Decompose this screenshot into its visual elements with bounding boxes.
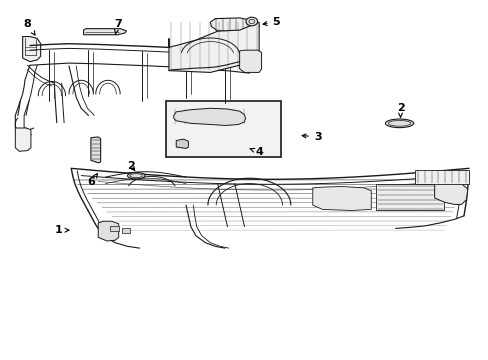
- Bar: [110, 226, 119, 231]
- Bar: [122, 228, 130, 233]
- Text: 5: 5: [263, 17, 280, 27]
- Text: 3: 3: [302, 132, 321, 142]
- Polygon shape: [239, 50, 261, 72]
- Polygon shape: [210, 18, 259, 32]
- Polygon shape: [176, 139, 188, 148]
- Text: 1: 1: [54, 225, 69, 235]
- Text: 2: 2: [127, 161, 135, 171]
- Ellipse shape: [385, 119, 413, 128]
- Text: 8: 8: [23, 19, 35, 35]
- Polygon shape: [83, 29, 126, 35]
- Polygon shape: [91, 137, 101, 163]
- Ellipse shape: [127, 172, 145, 179]
- Text: 4: 4: [249, 147, 263, 157]
- Polygon shape: [168, 22, 259, 72]
- Text: 2: 2: [396, 103, 404, 117]
- Polygon shape: [173, 108, 245, 126]
- Bar: [414, 170, 468, 184]
- Text: 6: 6: [87, 174, 97, 187]
- Circle shape: [245, 17, 257, 26]
- Polygon shape: [312, 186, 370, 211]
- Text: 7: 7: [114, 19, 122, 35]
- Polygon shape: [434, 178, 467, 204]
- Bar: [375, 184, 444, 211]
- Bar: [166, 101, 281, 157]
- Polygon shape: [15, 128, 31, 151]
- Polygon shape: [22, 37, 41, 62]
- Polygon shape: [98, 221, 119, 241]
